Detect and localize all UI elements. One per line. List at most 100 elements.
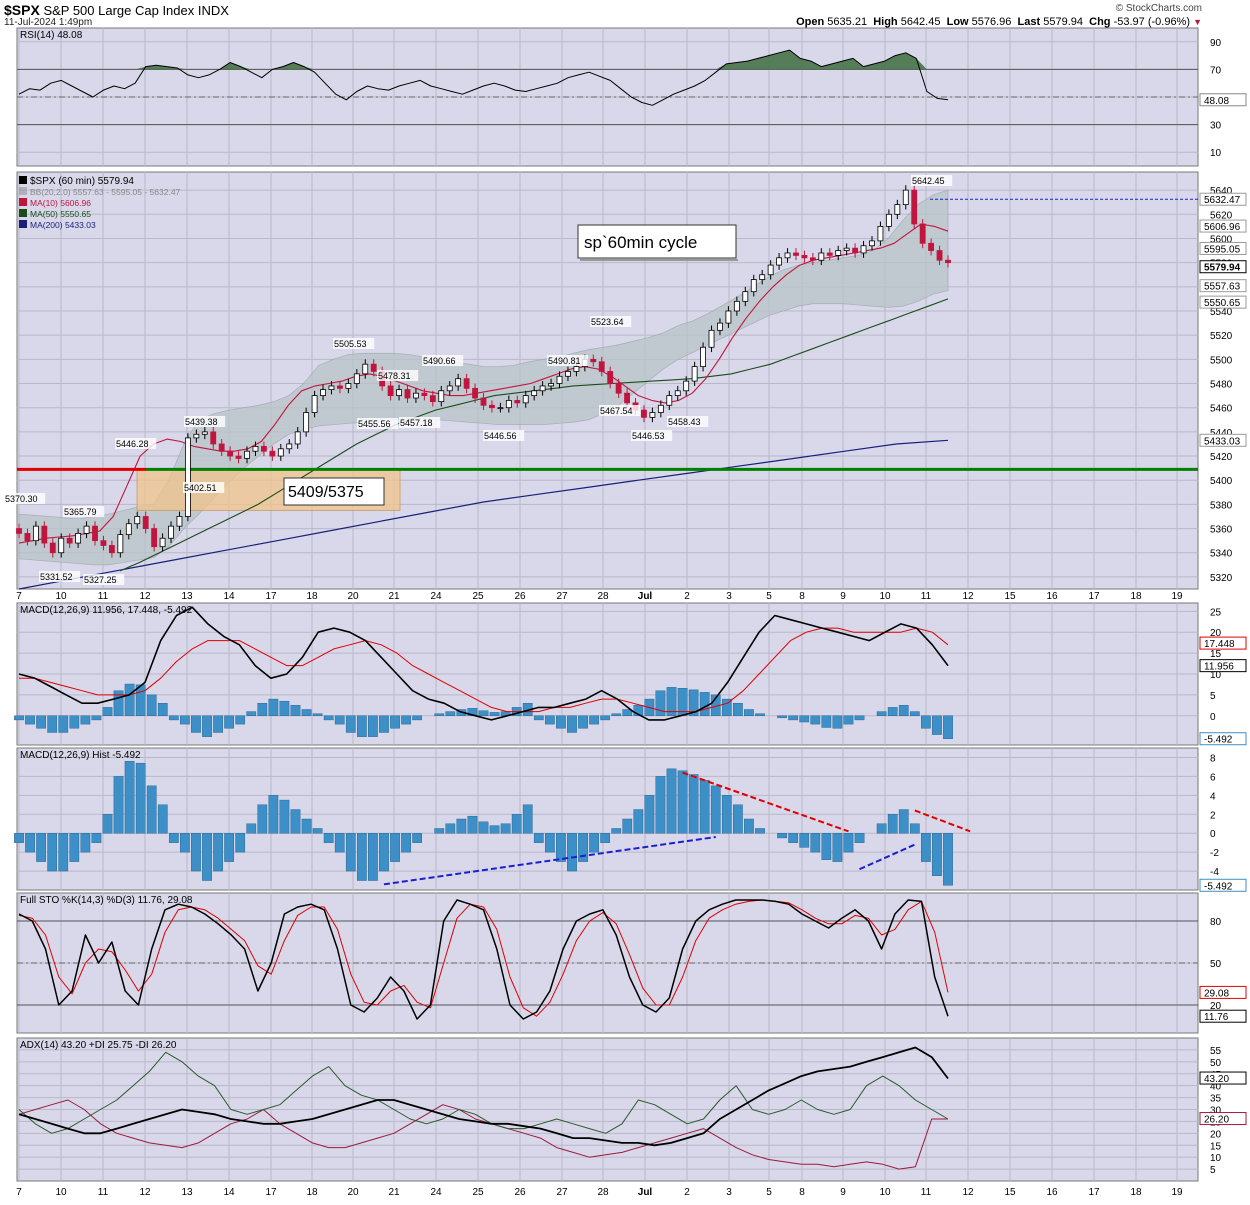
price-x-label: 10 <box>879 591 891 602</box>
adx-tick-label: 15 <box>1210 1141 1222 1152</box>
hist-bar <box>401 833 411 853</box>
sto-k-value-box <box>1199 1009 1247 1023</box>
adx-x-label: 17 <box>1088 1187 1100 1198</box>
hist-bar <box>721 795 732 834</box>
legend-swatch <box>19 176 27 184</box>
adx-x-label: 11 <box>921 1187 932 1198</box>
candle-body <box>885 213 892 227</box>
hist-bar <box>788 833 799 843</box>
price-x-label: 14 <box>223 591 235 602</box>
macd-hist-bar <box>545 715 555 725</box>
price-x-label: 28 <box>597 591 609 602</box>
macd-hist-bar <box>312 713 323 716</box>
price-extreme-label: 5402.51 <box>184 483 217 493</box>
last-value: 5579.94 <box>1043 16 1083 28</box>
macd-hist-bar <box>445 711 456 716</box>
hist-bar <box>589 833 599 853</box>
macd-hist-bar <box>843 715 854 725</box>
price-label-bg <box>63 506 105 517</box>
macd-hist-bar <box>832 715 843 729</box>
hist-bar <box>91 833 102 843</box>
macd-hist-bar <box>191 715 201 733</box>
macd-hist-bar <box>279 700 290 716</box>
hist-bar <box>710 785 721 834</box>
price-x-label: 9 <box>840 591 846 602</box>
macd-hist-bar <box>733 703 743 716</box>
hist-bar <box>58 833 69 872</box>
hist-bar <box>733 804 743 834</box>
candle-body <box>556 375 563 384</box>
adx-value: 43.20 <box>1204 1074 1229 1085</box>
di-value-box <box>1199 1112 1247 1126</box>
hist-bar <box>522 804 533 834</box>
candle-body <box>151 528 158 548</box>
macd-hist-bar <box>146 694 157 716</box>
hist-bar <box>25 833 35 853</box>
macd-hist-bar <box>611 713 622 716</box>
adx-x-label: 14 <box>223 1187 235 1198</box>
adx-x-label: 2 <box>684 1187 690 1198</box>
price-extreme-label: 5439.38 <box>185 417 218 427</box>
ma10-line <box>18 223 949 544</box>
candle-body <box>894 204 901 215</box>
adx-tick-label: 55 <box>1210 1046 1222 1057</box>
macd-hist-bar <box>600 715 611 721</box>
symbol-label: $SPX <box>4 2 40 18</box>
annotation-text: sp`60min cycle <box>584 233 697 252</box>
hist-bar <box>478 821 489 834</box>
price-x-label: 12 <box>962 591 974 602</box>
candle-body <box>649 412 656 418</box>
macd-tick-label: 10 <box>1210 670 1222 681</box>
hist-bar <box>168 833 179 843</box>
price-right-label: 5433.03 <box>1204 436 1241 447</box>
hist-bar <box>533 833 544 843</box>
macd-hist-bar <box>14 715 24 721</box>
candle-body <box>286 443 293 450</box>
macd-hist-bar <box>412 715 422 721</box>
adx-x-label: 25 <box>472 1187 484 1198</box>
macd-hist-value-box <box>1199 732 1247 746</box>
hist-bar <box>157 804 168 834</box>
candle-body <box>539 385 546 392</box>
candle-body <box>472 387 478 399</box>
price-extreme-label: 5490.81 <box>548 356 581 366</box>
hist-bar <box>611 828 622 834</box>
price-extreme-label: 5642.45 <box>912 176 945 186</box>
adx-x-label: 3 <box>726 1187 732 1198</box>
price-x-label: 21 <box>388 591 400 602</box>
candle-body <box>269 450 276 457</box>
price-label-bg <box>911 175 953 186</box>
candle-body <box>277 448 284 457</box>
macd-hist-bar <box>246 711 257 716</box>
price-extreme-label: 5458.43 <box>668 417 701 427</box>
price-x-label: 17 <box>265 591 277 602</box>
price-label-bg <box>333 338 375 349</box>
candle-body <box>446 385 453 392</box>
rsi-tick-label: 70 <box>1210 65 1222 76</box>
hist-legend: MACD(12,26,9) Hist -5.492 <box>20 750 141 761</box>
price-tick-label: 5380 <box>1210 500 1233 511</box>
hist-bar <box>456 818 467 834</box>
macd-hist-bar <box>744 709 754 716</box>
hist-bar <box>80 833 91 853</box>
plus-di-line <box>18 1051 949 1134</box>
macd-hist-bar <box>909 711 920 716</box>
sto-tick-label: 50 <box>1210 959 1222 970</box>
adx-tick-label: 10 <box>1210 1153 1222 1164</box>
macd-hist-bar <box>932 715 942 735</box>
candle-body <box>505 400 512 409</box>
price-right-label: 5595.05 <box>1204 244 1241 255</box>
candle-body <box>945 259 951 264</box>
price-right-label: 5579.94 <box>1204 263 1241 274</box>
macd-hist-bar <box>721 698 732 716</box>
candle-body <box>66 537 73 544</box>
candle-body <box>776 257 783 266</box>
price-tick-label: 5400 <box>1210 476 1233 487</box>
hist-tick-label: 4 <box>1210 791 1216 802</box>
hist-bar <box>235 833 246 853</box>
price-extreme-label: 5523.64 <box>591 317 624 327</box>
macd-hist-bar <box>113 690 124 716</box>
candle-body <box>590 358 597 363</box>
adx-tick-label: 50 <box>1210 1058 1222 1069</box>
candle-body <box>700 346 706 367</box>
